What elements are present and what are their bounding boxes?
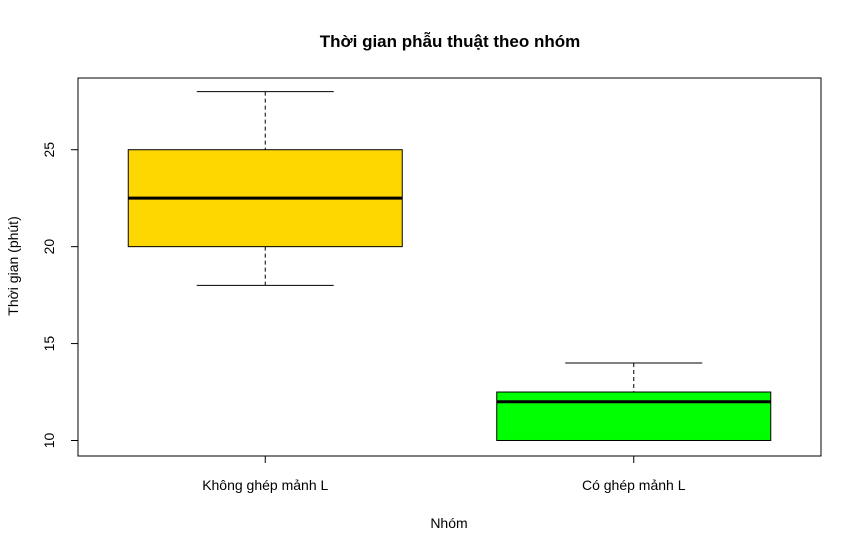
x-axis: Không ghép mảnh L Có ghép mảnh L xyxy=(202,455,686,493)
x-tick-label: Có ghép mảnh L xyxy=(582,477,686,493)
box xyxy=(496,391,772,441)
x-axis-label: Nhóm xyxy=(430,515,467,531)
y-tick-label: 10 xyxy=(41,432,57,448)
boxes-group xyxy=(127,91,772,441)
y-axis: 10 15 20 25 xyxy=(41,142,79,448)
y-axis-label: Thời gian (phút) xyxy=(5,216,21,315)
y-tick-label: 15 xyxy=(41,336,57,352)
chart-title: Thời gian phẫu thuật theo nhóm xyxy=(320,32,580,51)
y-tick-label: 20 xyxy=(41,239,57,255)
y-tick-label: 25 xyxy=(41,142,57,158)
x-tick-label: Không ghép mảnh L xyxy=(202,477,328,493)
